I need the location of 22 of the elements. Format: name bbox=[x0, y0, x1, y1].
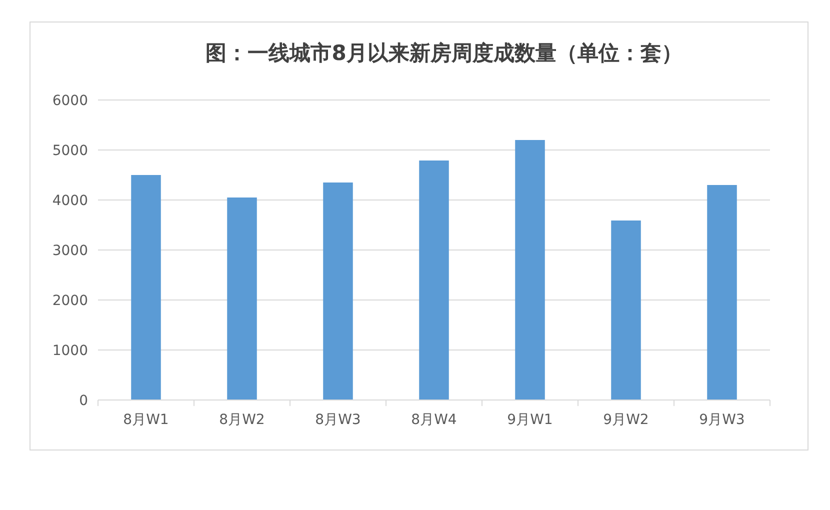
y-tick-label: 2000 bbox=[52, 292, 88, 309]
x-tick-label: 8月W2 bbox=[219, 412, 265, 428]
bar bbox=[707, 185, 737, 400]
y-tick-label: 1000 bbox=[52, 342, 88, 359]
y-tick-label: 4000 bbox=[52, 192, 88, 209]
x-tick-label: 9月W1 bbox=[507, 412, 553, 428]
y-tick-label: 0 bbox=[79, 392, 88, 409]
x-tick-label: 8月W4 bbox=[411, 412, 457, 428]
bar bbox=[419, 160, 449, 400]
chart-title: 图：一线城市8月以来新房周度成数量（单位：套） bbox=[206, 41, 682, 65]
y-tick-label: 3000 bbox=[52, 242, 88, 259]
x-tick-label: 8月W1 bbox=[123, 412, 169, 428]
x-tick-label: 9月W3 bbox=[699, 412, 745, 428]
bar bbox=[227, 198, 257, 400]
y-tick-label: 6000 bbox=[52, 92, 88, 109]
bar bbox=[515, 140, 545, 400]
x-tick-label: 9月W2 bbox=[603, 412, 649, 428]
bar bbox=[323, 182, 353, 400]
y-tick-label: 5000 bbox=[52, 142, 88, 159]
bar bbox=[611, 220, 641, 400]
x-tick-label: 8月W3 bbox=[315, 412, 361, 428]
bar bbox=[131, 175, 161, 400]
